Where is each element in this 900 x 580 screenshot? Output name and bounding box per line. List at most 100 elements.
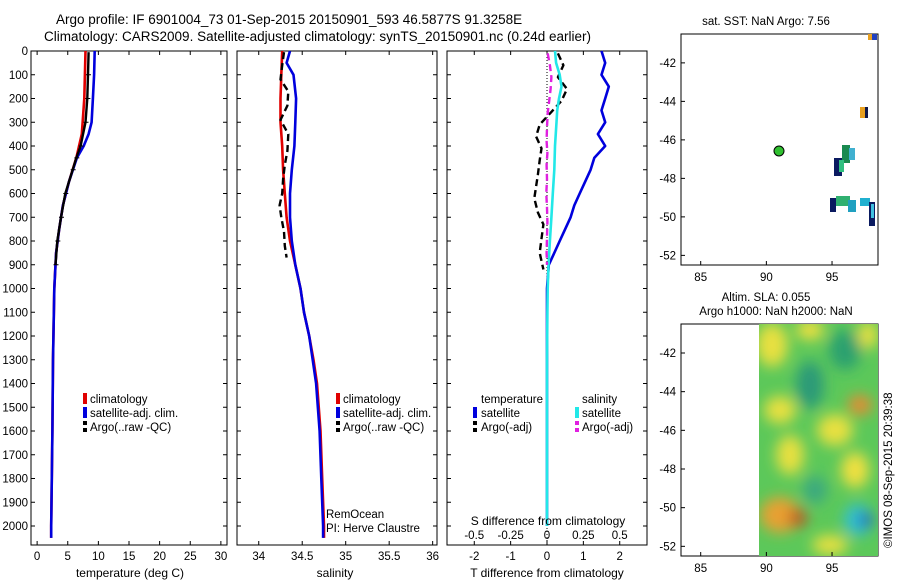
s-difference-xlabel: S difference from climatology (471, 514, 626, 528)
series-line-climatology (49, 50, 87, 538)
difference-x-axis-salinity: -0.5 -0.25 0 0.25 0.5 (464, 530, 627, 542)
difference-x-axis: -2 -1 0 1 2 (469, 51, 623, 563)
sla-blob-yellow-4 (764, 396, 796, 424)
sla-map-subtitle: Argo h1000: NaN h2000: NaN (699, 306, 852, 318)
depth-tick-label-1200: 1200 (2, 331, 28, 343)
map-y-tick-label--48: -48 (659, 173, 676, 185)
depth-tick-label-1800: 1800 (2, 474, 28, 486)
salinity-depth-axis (237, 50, 437, 527)
legend-swatch-sal-satellite (575, 407, 579, 418)
depth-tick-label-2000: 2000 (2, 521, 28, 533)
legend-label-sal-argo: Argo(-adj) (582, 422, 633, 434)
sst-map-title: sat. SST: NaN Argo: 7.56 (702, 16, 830, 28)
depth-tick-label-400: 400 (9, 141, 28, 153)
sla-blob-orange-1 (848, 395, 872, 415)
depth-tick-label-1500: 1500 (2, 402, 28, 414)
x-tick-label-34: 34 (252, 551, 265, 563)
map-x-tick-label-90: 90 (760, 563, 773, 575)
depth-tick-label-800: 800 (9, 236, 28, 248)
depth-tick-label-700: 700 (9, 212, 28, 224)
x-tick-label-5: 5 (65, 551, 71, 563)
series-line-satellite-adj-clim (49, 50, 96, 538)
sla-map-axes: 85 90 95 -42 -44 -46 -48 -50 -52 (659, 348, 838, 575)
x2-tick-label--0.25: -0.25 (498, 530, 524, 542)
x-tick-label-15: 15 (123, 551, 136, 563)
annotation-pi: PI: Herve Claustre (326, 523, 420, 535)
depth-tick-label-500: 500 (9, 165, 28, 177)
series-line-salinity-satellite (545, 50, 563, 526)
series-line-satellite-adj-clim (285, 50, 325, 538)
sst-patch-dark (865, 107, 868, 118)
depth-tick-label-1300: 1300 (2, 355, 28, 367)
map-x-tick-label-95: 95 (826, 272, 839, 284)
sst-patch-cyan-d (871, 204, 874, 218)
imos-timestamp: ©IMOS 08-Sep-2015 20:39:38 (883, 392, 895, 548)
legend-label-climatology: climatology (90, 394, 148, 406)
temperature-panel: 0100200300400500600700800900100011001200… (2, 46, 228, 580)
sla-blob-yellow-6 (776, 435, 804, 475)
salinity-panel: 34 34.5 35 35.5 36 salinity climatology sate… (236, 50, 439, 580)
map-y-tick-label--44: -44 (659, 96, 676, 108)
legend-label-climatology: climatology (343, 394, 401, 406)
sla-blob-yellow-7 (841, 452, 869, 488)
sla-blob-yellow-2 (796, 324, 824, 340)
map-y-tick-label--48: -48 (659, 464, 676, 476)
series-line-salinity-argo-adj (545, 53, 553, 265)
sla-field-blobs (759, 324, 878, 555)
sst-patch-cyan-a (849, 148, 855, 160)
x-tick-label-36: 36 (426, 551, 439, 563)
depth-tick-label-100: 100 (9, 70, 28, 82)
temperature-lines (49, 50, 96, 538)
depth-tick-label-1600: 1600 (2, 426, 28, 438)
legend-label-temp-argo: Argo(-adj) (481, 422, 532, 434)
map-y-tick-label--52: -52 (659, 250, 676, 262)
temperature-panel-frame (30, 50, 228, 546)
sst-patch-green-b (839, 160, 844, 172)
salinity-x-axis: 34 34.5 35 35.5 36 (252, 51, 439, 563)
difference-lines (533, 50, 611, 526)
sst-patch-green-a (842, 145, 850, 163)
title-line-2: Climatology: CARS2009. Satellite-adjuste… (44, 29, 591, 44)
map-x-tick-label-95: 95 (826, 563, 839, 575)
depth-tick-label-1000: 1000 (2, 284, 28, 296)
difference-panel: -2 -1 0 1 2 -0.5 -0.25 0 0.25 0.5 T difference f… (446, 50, 648, 580)
x-tick-label--1: -1 (506, 551, 516, 563)
map-y-tick-label--44: -44 (659, 387, 676, 399)
sla-blob-yellow-5 (817, 414, 853, 446)
sla-blob-teal-3 (803, 476, 827, 504)
salinity-legend: climatology satellite-adj. clim. Argo(..… (336, 393, 431, 434)
legend-label-satellite: satellite-adj. clim. (343, 408, 431, 420)
x-tick-label-10: 10 (92, 551, 105, 563)
depth-tick-label-0: 0 (22, 46, 28, 58)
legend-swatch-temp-satellite (473, 407, 477, 418)
legend-swatch-argo-bottom (336, 428, 340, 432)
x2-tick-label-0.25: 0.25 (572, 530, 594, 542)
sla-blob-blue (859, 512, 873, 528)
legend-swatch-temp-argo-top (473, 421, 477, 425)
sst-patch-cyan-c (860, 198, 870, 206)
map-y-tick-label--42: -42 (659, 58, 676, 70)
x-tick-label-35: 35 (339, 551, 352, 563)
sla-map-title: Altim. SLA: 0.055 (722, 292, 811, 304)
sst-map-axes: 85 90 95 -42 -44 -46 -48 -50 -52 (659, 58, 838, 284)
legend-swatch-sal-argo-top (575, 421, 579, 425)
depth-tick-label-1700: 1700 (2, 450, 28, 462)
map-y-tick-label--42: -42 (659, 348, 676, 360)
depth-tick-label-200: 200 (9, 94, 28, 106)
x-tick-label-35.5: 35.5 (378, 551, 400, 563)
map-y-tick-label--50: -50 (659, 503, 676, 515)
temperature-x-axis: 0 5 10 15 20 25 30 (34, 51, 227, 563)
x2-tick-label--0.5: -0.5 (464, 530, 484, 542)
sst-patch-navy-b (830, 198, 836, 212)
salinity-xlabel: salinity (317, 566, 354, 580)
annotation-remocean: RemOcean (326, 509, 384, 521)
sla-map-field (759, 324, 878, 556)
x-tick-label--2: -2 (469, 551, 479, 563)
t-difference-xlabel: T difference from climatology (470, 566, 624, 580)
legend-label-satellite: satellite-adj. clim. (90, 408, 178, 420)
x2-tick-label-0: 0 (544, 530, 550, 542)
x-tick-label-0: 0 (544, 551, 550, 563)
legend-label-argo: Argo(..raw -QC) (90, 422, 171, 434)
map-x-tick-label-85: 85 (694, 563, 707, 575)
legend-swatch-satellite (336, 407, 340, 418)
